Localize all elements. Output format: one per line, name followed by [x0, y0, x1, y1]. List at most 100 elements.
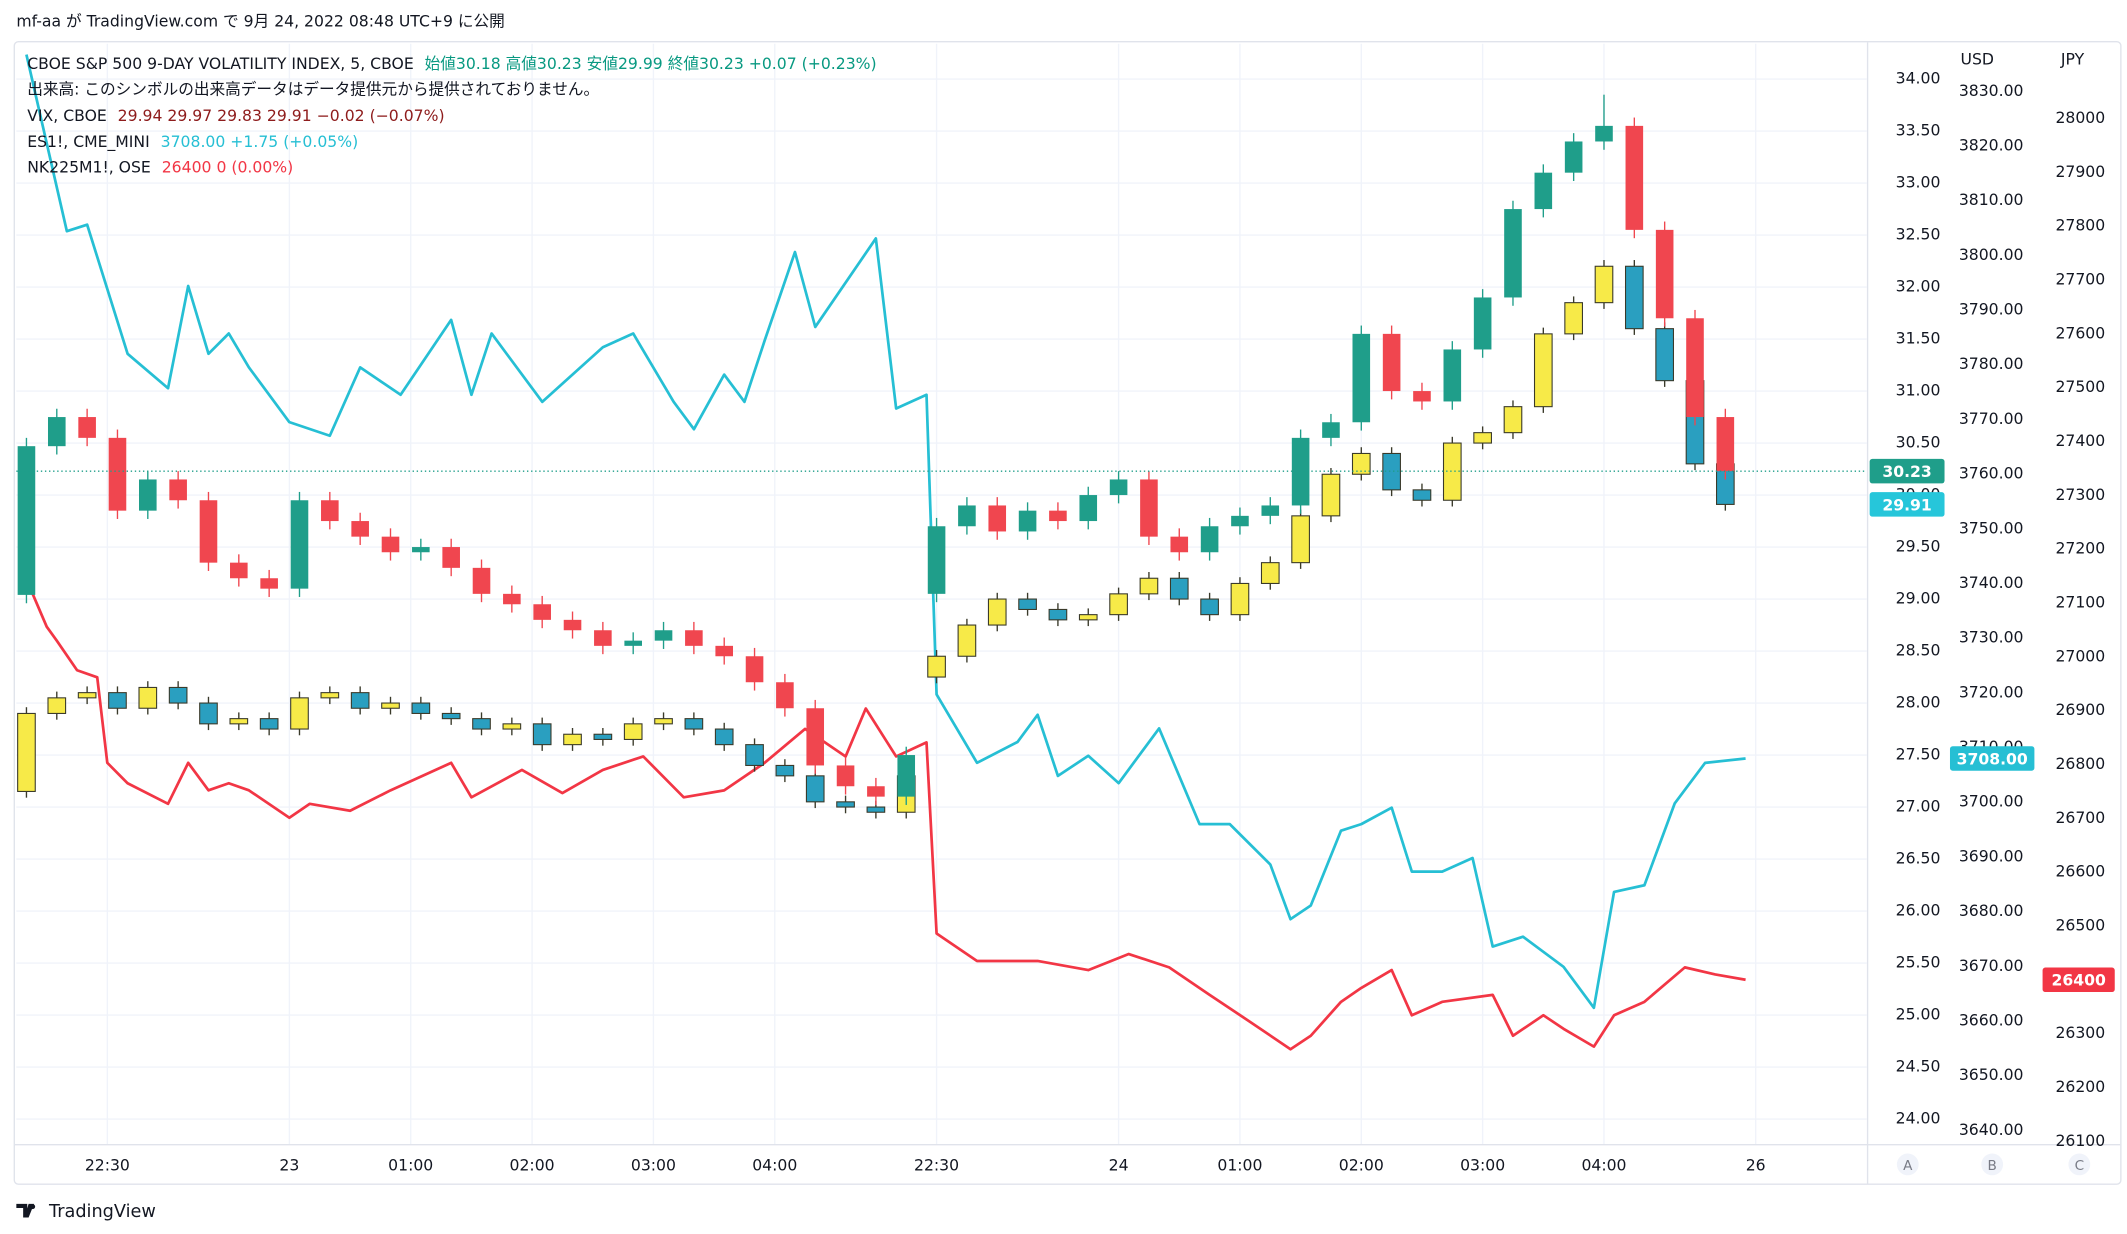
- candle-body: [685, 630, 703, 646]
- candle-body: [1231, 515, 1249, 527]
- candle-body: [1078, 614, 1098, 621]
- y-tick-label: 33.50: [1896, 121, 1941, 140]
- button-b[interactable]: B: [1988, 1158, 1997, 1174]
- y-tick-label: 3640.00: [1959, 1120, 2024, 1139]
- legend-name: CBOE S&P 500 9-DAY VOLATILITY INDEX, 5, …: [27, 54, 413, 73]
- candle-body: [381, 536, 400, 553]
- x-tick-label: 04:00: [1581, 1155, 1626, 1174]
- y-tick-label: 27100: [2055, 593, 2105, 612]
- candle-body: [321, 500, 339, 522]
- y-tick-label: 27700: [2055, 270, 2105, 289]
- x-tick-label: 24: [1109, 1155, 1129, 1174]
- candle-body: [1109, 479, 1128, 496]
- y-tick-label: 25.50: [1896, 953, 1941, 972]
- y-tick-label: 3660.00: [1959, 1010, 2024, 1029]
- y-tick-label: 27400: [2055, 431, 2105, 450]
- candle-body: [350, 692, 370, 709]
- candle-body: [17, 446, 36, 595]
- logo: TradingView: [16, 1202, 156, 1222]
- price-line: [25, 578, 1746, 1051]
- candle-body: [503, 593, 521, 605]
- x-tick-label: 23: [279, 1155, 299, 1174]
- candle-body: [229, 718, 249, 725]
- candle-body: [866, 806, 886, 813]
- candle-body: [927, 526, 946, 594]
- candle-body: [17, 712, 36, 792]
- candle-body: [1382, 452, 1401, 491]
- candle-body: [412, 547, 430, 553]
- price-tag: [2042, 967, 2115, 993]
- y-tick-label: 3770.00: [1959, 409, 2024, 428]
- candle-body: [260, 578, 278, 589]
- candle-body: [1534, 172, 1553, 210]
- candle-body: [1018, 510, 1037, 532]
- button-bg: [1981, 1153, 2004, 1176]
- candle-body: [77, 692, 97, 699]
- candle-body: [533, 604, 551, 620]
- candle-body: [1291, 437, 1310, 506]
- y-tick-label: 32.00: [1896, 277, 1941, 296]
- button-a[interactable]: A: [1903, 1158, 1913, 1174]
- legend-name: ES1!, CME_MINI: [27, 131, 150, 151]
- button-c[interactable]: C: [2075, 1158, 2085, 1174]
- x-tick-label: 03:00: [631, 1155, 676, 1174]
- candle-body: [1413, 391, 1431, 402]
- candle-body: [472, 718, 491, 730]
- x-tick-label: 03:00: [1460, 1155, 1505, 1174]
- y-tick-label: 28.50: [1896, 641, 1941, 660]
- y-tick-label: 26200: [2055, 1077, 2105, 1096]
- candle-body: [1049, 510, 1067, 522]
- y-tick-label: 26500: [2055, 915, 2105, 934]
- legend-values: 29.94 29.97 29.83 29.91 −0.02 (−0.07%): [118, 105, 445, 124]
- candles: [17, 94, 1735, 805]
- candle-body: [199, 500, 218, 563]
- candle-body: [1533, 333, 1553, 408]
- candle-body: [259, 718, 279, 730]
- candle-body: [1655, 328, 1675, 382]
- logo-dot: [30, 1204, 36, 1210]
- y-tick-label: 26900: [2055, 700, 2105, 719]
- y-tick-label: 27500: [2055, 377, 2105, 396]
- usd-axis-label: USD: [1961, 50, 1994, 69]
- candle-body: [1109, 593, 1128, 616]
- candle-body: [1169, 577, 1189, 600]
- candle-body: [1140, 479, 1158, 537]
- y-tick-label: 27000: [2055, 646, 2105, 665]
- price-tag: [1869, 458, 1945, 484]
- candle-body: [594, 630, 612, 646]
- candle-body: [1443, 349, 1462, 402]
- y-tick-label: 3830.00: [1959, 81, 2024, 100]
- candle-body: [1473, 432, 1492, 444]
- candle-body: [532, 723, 552, 746]
- y-tick-label: 34.00: [1896, 69, 1941, 88]
- legend-values: 26400 0 (0.00%): [162, 157, 294, 176]
- y-tick-label: 3810.00: [1959, 190, 2024, 209]
- y-tick-label: 27600: [2055, 323, 2105, 342]
- candle-body: [472, 567, 491, 594]
- y-tick-label: 28000: [2055, 108, 2105, 127]
- y-tick-label: 3790.00: [1959, 300, 2024, 319]
- y-tick-label: 3720.00: [1959, 682, 2024, 701]
- candle-body: [654, 630, 673, 641]
- candle-body: [715, 645, 734, 657]
- y-tick-label: 27300: [2055, 485, 2105, 504]
- y-tick-label: 3650.00: [1959, 1065, 2024, 1084]
- candle-body: [1079, 495, 1098, 522]
- legend-entry: NK225M1!, OSE 26400 0 (0.00%): [27, 157, 293, 176]
- candle-body: [502, 723, 522, 730]
- candle-body: [381, 702, 400, 709]
- candle-body: [411, 702, 431, 714]
- legend-entry: VIX, CBOE 29.94 29.97 29.83 29.91 −0.02 (…: [27, 105, 444, 124]
- candle-body: [1624, 265, 1644, 330]
- candle-body: [1655, 229, 1674, 319]
- y-tick-label: 3740.00: [1959, 573, 2024, 592]
- candle-body: [290, 697, 309, 730]
- candle-body: [563, 619, 582, 631]
- candle-body: [442, 547, 460, 568]
- candle-body: [290, 500, 309, 589]
- candle-body: [1564, 302, 1583, 335]
- chart-frame: [13, 40, 2122, 1185]
- candle-body: [1200, 526, 1219, 553]
- candle-body: [897, 755, 916, 797]
- candle-body: [1230, 582, 1250, 616]
